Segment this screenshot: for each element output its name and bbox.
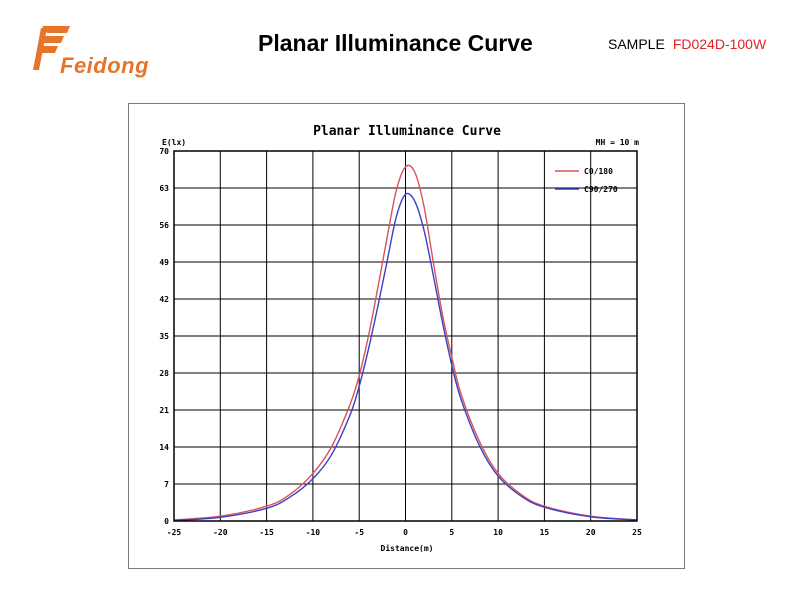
y-tick-label: 49 <box>159 258 169 267</box>
x-tick-label: -20 <box>213 528 228 537</box>
x-tick-label: 10 <box>493 528 503 537</box>
x-tick-label: 15 <box>540 528 550 537</box>
y-tick-label: 70 <box>159 147 169 156</box>
y-tick-label: 7 <box>164 480 169 489</box>
logo-wordmark: Feidong <box>60 53 150 78</box>
y-tick-label: 56 <box>159 221 169 230</box>
series-line-c90-270 <box>173 192 638 522</box>
x-tick-label: -10 <box>306 528 321 537</box>
series-line-c0-180 <box>173 164 638 521</box>
y-tick-label: 14 <box>159 443 169 452</box>
page-title: Planar Illuminance Curve <box>258 30 533 56</box>
legend-label: C0/180 <box>584 167 613 176</box>
sample-label: SAMPLE FD024D-100W <box>608 36 766 52</box>
logo-f-icon <box>33 26 70 70</box>
y-tick-label: 21 <box>159 406 169 415</box>
y-axis-label: E(lx) <box>162 138 186 147</box>
x-tick-label: -25 <box>167 528 182 537</box>
y-tick-label: 35 <box>159 332 169 341</box>
chart-series <box>173 164 638 522</box>
y-tick-label: 42 <box>159 295 169 304</box>
x-tick-label: 5 <box>449 528 454 537</box>
x-tick-label: 0 <box>403 528 408 537</box>
chart-axes: -25 -20 -15 -10 -5 0 5 10 15 20 25 0 7 14 21 28 35 42 49 56… <box>159 147 642 537</box>
illuminance-chart: -25 -20 -15 -10 -5 0 5 10 15 20 25 0 7 14 21 28 35 42 49 56… <box>159 124 642 553</box>
x-tick-label: -5 <box>354 528 364 537</box>
chart-title: Planar Illuminance Curve <box>313 124 501 139</box>
x-axis-label: Distance(m) <box>381 543 434 553</box>
y-tick-label: 28 <box>159 369 169 378</box>
x-tick-label: 25 <box>632 528 642 537</box>
x-tick-label: 20 <box>586 528 596 537</box>
plot-border <box>173 150 638 522</box>
mounting-height-note: MH = 10 m <box>596 138 640 147</box>
x-tick-label: -15 <box>259 528 274 537</box>
y-tick-label: 63 <box>159 184 169 193</box>
feidong-logo: Feidong <box>30 24 150 82</box>
sample-code: FD024D-100W <box>672 36 767 52</box>
chart-grid <box>173 150 638 522</box>
sample-label-text: SAMPLE <box>608 36 665 52</box>
legend-label: C90/270 <box>584 185 618 194</box>
y-tick-label: 0 <box>164 517 169 526</box>
chart-frame: -25 -20 -15 -10 -5 0 5 10 15 20 25 0 7 14 21 28 35 42 49 56… <box>128 103 685 569</box>
chart-legend: C0/180 C90/270 <box>555 167 618 194</box>
